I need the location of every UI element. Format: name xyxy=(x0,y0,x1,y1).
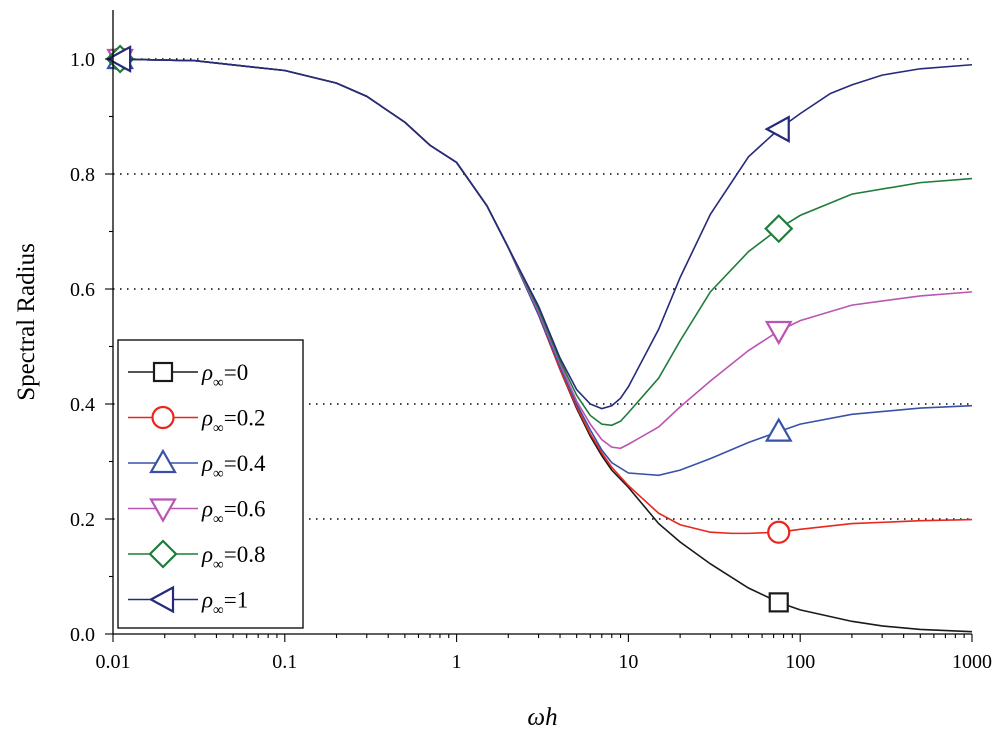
y-axis-title: Spectral Radius xyxy=(13,243,40,401)
legend-box xyxy=(117,339,304,629)
axis-ticks xyxy=(105,58,973,642)
y-tick-label-0.8: 0.8 xyxy=(70,164,95,186)
axes xyxy=(112,10,972,635)
marker-rho-0.6-2 xyxy=(764,320,793,346)
legend-marker-triangle-up xyxy=(149,448,177,474)
marker-rho-0-2 xyxy=(768,592,789,613)
legend-marker-triangle-down xyxy=(149,498,177,523)
legend-marker-circle xyxy=(151,405,175,430)
y-tick-labels: 0.0 0.2 0.4 0.6 0.8 1.0 xyxy=(70,49,95,646)
legend-marker-diamond xyxy=(148,539,178,569)
legend-marker-square xyxy=(152,361,174,383)
marker-rho-0.8-2 xyxy=(764,214,794,244)
legend-item-rho-0.6: ρ∞=0.6 xyxy=(128,497,265,528)
marker-rho-0.4-2 xyxy=(764,417,793,442)
x-tick-label-100: 100 xyxy=(785,651,815,673)
legend-label: ρ∞=0.6 xyxy=(201,497,265,528)
x-tick-label-10: 10 xyxy=(618,651,638,673)
series-line-rho-1 xyxy=(112,58,973,410)
legend: ρ∞=0 ρ∞=0.2 ρ∞=0.4 ρ∞=0.6 ρ∞=0.8 ρ∞=1 xyxy=(117,339,304,629)
y-tick-label-0.6: 0.6 xyxy=(70,279,95,301)
plot-series xyxy=(105,44,973,633)
x-tick-label-1: 1 xyxy=(452,651,462,673)
x-tick-label-1000: 1000 xyxy=(952,651,992,673)
marker-rho-0.2-2 xyxy=(767,520,791,544)
legend-label: ρ∞=0.4 xyxy=(201,451,266,482)
marker-rho-1-1 xyxy=(105,45,132,73)
legend-item-rho-1: ρ∞=1 xyxy=(128,585,248,619)
legend-label: ρ∞=1 xyxy=(201,588,248,619)
legend-item-rho-0.2: ρ∞=0.2 xyxy=(128,406,265,437)
y-tick-label-1.0: 1.0 xyxy=(70,49,95,71)
legend-marker-triangle-left xyxy=(148,585,175,614)
y-tick-label-0.0: 0.0 xyxy=(70,624,95,646)
legend-label: ρ∞=0.2 xyxy=(201,406,265,437)
x-axis-title: ωh xyxy=(527,704,557,731)
legend-label: ρ∞=0.8 xyxy=(201,542,265,573)
x-tick-label-0.01: 0.01 xyxy=(96,651,131,673)
legend-item-rho-0: ρ∞=0 xyxy=(128,360,248,391)
series-6 xyxy=(105,45,973,410)
x-tick-labels: 0.01 0.1 1 10 100 1000 xyxy=(96,651,993,673)
legend-label: ρ∞=0 xyxy=(201,360,248,391)
x-tick-label-0.1: 0.1 xyxy=(272,651,297,673)
legend-item-rho-0.4: ρ∞=0.4 xyxy=(128,448,266,482)
marker-rho-1-2 xyxy=(764,115,790,144)
y-tick-label-0.2: 0.2 xyxy=(70,509,95,531)
legend-item-rho-0.8: ρ∞=0.8 xyxy=(128,539,265,573)
y-tick-label-0.4: 0.4 xyxy=(70,394,95,416)
